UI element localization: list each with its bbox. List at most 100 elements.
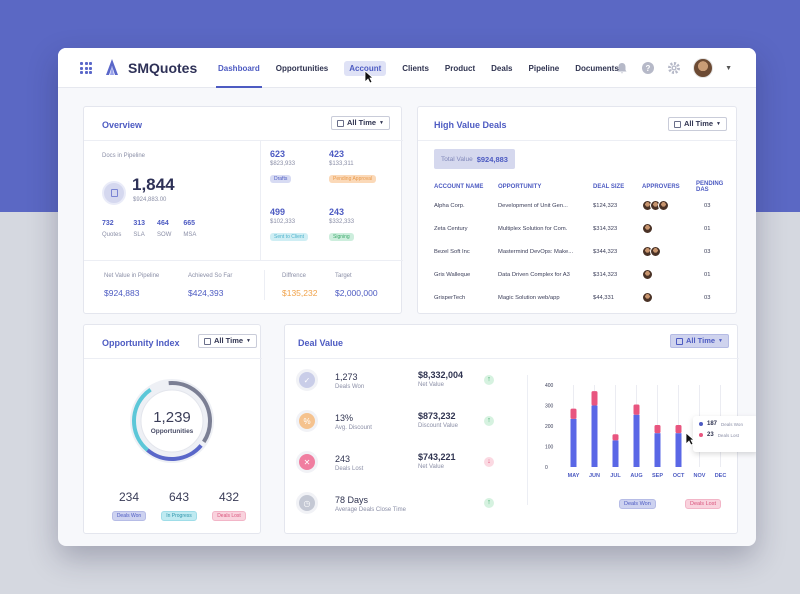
bar-deals-lost[interactable] bbox=[591, 391, 598, 406]
stat-deals-won: 234 Deals Won bbox=[110, 490, 148, 522]
chevron-down-icon[interactable]: ▼ bbox=[725, 64, 732, 72]
nav-account[interactable]: Account bbox=[336, 48, 394, 88]
bar-deals-won[interactable] bbox=[612, 440, 619, 467]
nav-product[interactable]: Product bbox=[444, 64, 476, 73]
pending-cell: 01 bbox=[704, 225, 711, 232]
col-approvers: APPROVERS bbox=[642, 184, 680, 190]
top-navigation-bar: SMQuotes Dashboard Opportunities Account… bbox=[58, 48, 756, 88]
legend-deals-won[interactable]: Deals Won bbox=[619, 499, 656, 509]
bar-deals-won[interactable] bbox=[633, 414, 640, 467]
approver-avatar[interactable] bbox=[642, 269, 653, 280]
chevron-down-icon: ▼ bbox=[379, 120, 384, 126]
tag-sent-to-client: Sent to Client bbox=[270, 233, 309, 241]
table-row[interactable]: Zeta Century Multiplex Solution for Com. $… bbox=[434, 217, 736, 240]
approver-avatar[interactable] bbox=[642, 223, 653, 234]
approver-avatar[interactable] bbox=[650, 246, 661, 257]
x-tick-label: OCT bbox=[673, 473, 685, 479]
metric-label: Deals Won bbox=[335, 384, 365, 390]
overview-vertical-divider bbox=[260, 140, 261, 260]
status-drafts: 623 $823,933 Drafts bbox=[270, 149, 296, 183]
legend-dot-icon bbox=[699, 422, 703, 426]
deal-value-filter-dropdown[interactable]: All Time ▼ bbox=[670, 334, 729, 348]
high-value-filter-label: All Time bbox=[684, 119, 714, 128]
high-value-filter-dropdown[interactable]: All Time ▼ bbox=[668, 117, 727, 131]
y-tick-label: 400 bbox=[545, 383, 554, 389]
high-value-divider bbox=[418, 140, 738, 141]
opportunities-count: 1,239 bbox=[153, 409, 191, 426]
mouse-cursor-icon bbox=[364, 70, 374, 84]
main-nav: Dashboard Opportunities Account Clients … bbox=[210, 48, 627, 88]
bell-icon[interactable] bbox=[615, 61, 629, 75]
achieved-value: $424,393 bbox=[188, 288, 224, 298]
y-tick-label: 0 bbox=[545, 465, 548, 471]
overview-filter-dropdown[interactable]: All Time ▼ bbox=[331, 116, 390, 130]
deals-table-body: Alpha Corp. Development of Unit Gen... $12… bbox=[434, 194, 736, 309]
calendar-icon bbox=[674, 120, 681, 128]
metric-label: Deals Lost bbox=[335, 466, 364, 472]
metric-amount-label: Discount Value bbox=[418, 423, 458, 429]
net-value: $924,883 bbox=[104, 288, 140, 298]
x-tick-label: NOV bbox=[694, 473, 706, 479]
user-avatar[interactable] bbox=[693, 58, 714, 78]
x-tick-label: AUG bbox=[630, 473, 642, 479]
count-msa: 665 MSA bbox=[183, 220, 197, 238]
x-tick-label: MAY bbox=[568, 473, 580, 479]
overview-card: Overview All Time ▼ Docs in Pipeline 1,8… bbox=[83, 106, 403, 314]
brand-name: SMQuotes bbox=[128, 60, 198, 76]
metric-value: 78 Days bbox=[335, 495, 369, 505]
donut-segment-lost bbox=[132, 380, 212, 461]
col-pending: PENDING DAS bbox=[696, 181, 724, 193]
table-row[interactable]: Gris Walleque Data Driven Complex for A3 $… bbox=[434, 263, 736, 286]
y-tick-label: 300 bbox=[545, 404, 554, 410]
opportunity-cell: Data Driven Complex for A3 bbox=[498, 271, 570, 278]
legend-deals-lost[interactable]: Deals Lost bbox=[685, 499, 721, 509]
bar-deals-lost[interactable] bbox=[570, 408, 577, 419]
chevron-down-icon: ▼ bbox=[716, 121, 721, 127]
opportunity-filter-label: All Time bbox=[214, 336, 244, 345]
deal-size-cell: $344,323 bbox=[593, 248, 618, 255]
account-cell: GrisperTech bbox=[434, 294, 466, 301]
bar-deals-won[interactable] bbox=[675, 433, 682, 467]
overview-title: Overview bbox=[102, 120, 143, 130]
gear-icon[interactable] bbox=[667, 61, 681, 75]
bar-deals-lost[interactable] bbox=[654, 424, 661, 434]
table-row[interactable]: GrisperTech Magic Solution web/app $44,331… bbox=[434, 286, 736, 309]
nav-pipeline[interactable]: Pipeline bbox=[528, 64, 560, 73]
bar-deals-lost[interactable] bbox=[612, 434, 619, 441]
bar-deals-won[interactable] bbox=[570, 418, 577, 467]
nav-documents[interactable]: Documents bbox=[575, 64, 619, 73]
bar-deals-lost[interactable] bbox=[675, 424, 682, 434]
tag-deals-won: Deals Won bbox=[111, 511, 147, 521]
trend-up-icon: ↑ bbox=[484, 375, 494, 385]
trend-up-icon: ↑ bbox=[484, 498, 494, 508]
difference-label: Diffrence bbox=[282, 273, 306, 279]
bar-deals-lost[interactable] bbox=[633, 404, 640, 415]
nav-deals[interactable]: Deals bbox=[491, 64, 513, 73]
help-icon[interactable]: ? bbox=[641, 61, 655, 75]
apps-grid-icon[interactable] bbox=[80, 62, 92, 74]
approver-avatar[interactable] bbox=[642, 292, 653, 303]
nav-opportunities[interactable]: Opportunities bbox=[275, 64, 329, 73]
opportunity-filter-dropdown[interactable]: All Time ▼ bbox=[198, 334, 257, 348]
count-sow: 464 SOW bbox=[157, 220, 172, 238]
nav-dashboard[interactable]: Dashboard bbox=[210, 48, 268, 88]
approvers-cell bbox=[642, 217, 696, 240]
bar-deals-won[interactable] bbox=[654, 433, 661, 467]
total-value-badge: Total Value $924,883 bbox=[434, 149, 515, 169]
stat-in-progress: 643 In Progress bbox=[160, 490, 198, 522]
high-value-title: High Value Deals bbox=[434, 120, 507, 130]
count-quotes: 732 Quotes bbox=[102, 220, 122, 238]
bar-deals-won[interactable] bbox=[591, 405, 598, 468]
chevron-down-icon: ▼ bbox=[246, 338, 251, 344]
calendar-icon bbox=[204, 337, 211, 345]
approver-avatar[interactable] bbox=[658, 200, 669, 211]
table-row[interactable]: Alpha Corp. Development of Unit Gen... $12… bbox=[434, 194, 736, 217]
account-cell: Gris Walleque bbox=[434, 271, 471, 278]
opportunities-label: Opportunities bbox=[150, 428, 194, 435]
deal-value-card: Deal Value All Time ▼ ✓ 1,273 Deals Won $8,… bbox=[284, 324, 756, 534]
table-header-row: ACCOUNT NAME OPPORTUNITY DEAL SIZE APPRO… bbox=[434, 180, 736, 194]
table-row[interactable]: Bezel Soft Inc Mastermind DevOps: Make...… bbox=[434, 240, 736, 263]
tooltip-deals-lost: 23 Deals Lost bbox=[699, 432, 752, 438]
nav-clients[interactable]: Clients bbox=[402, 64, 429, 73]
account-cell: Alpha Corp. bbox=[434, 202, 465, 209]
